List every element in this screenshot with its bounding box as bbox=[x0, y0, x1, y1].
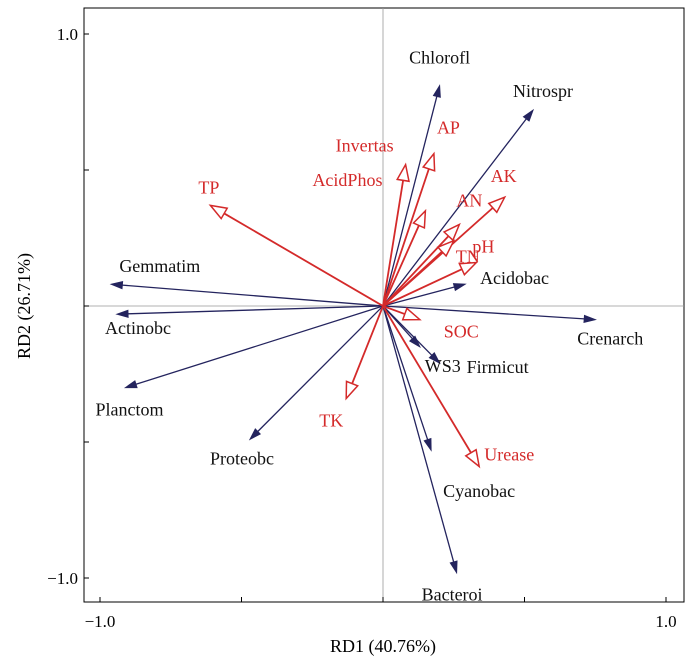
vector-label-ak: AK bbox=[491, 166, 517, 186]
vector-label-bacteroi: Bacteroi bbox=[422, 585, 483, 605]
vector-label-planctom: Planctom bbox=[95, 400, 163, 420]
vector-label-invertas: Invertas bbox=[336, 136, 394, 156]
vector-nitrospr bbox=[382, 108, 535, 307]
vector-label-tn: TN bbox=[456, 247, 480, 267]
tick-labels: −1.0 1.0 1.0 −1.0 bbox=[47, 25, 676, 631]
vector-soc bbox=[382, 305, 422, 321]
vector-arrows bbox=[109, 84, 597, 575]
vector-planctom bbox=[123, 305, 384, 389]
vector-label-firmicut: Firmicut bbox=[467, 357, 529, 377]
vector-tk bbox=[345, 305, 384, 401]
vector-tn bbox=[382, 239, 456, 307]
vector-label-urease: Urease bbox=[484, 444, 534, 464]
vector-label-ap: AP bbox=[437, 118, 460, 138]
vector-ap bbox=[382, 151, 436, 307]
vector-label-tk: TK bbox=[319, 410, 343, 430]
axis-ticks bbox=[84, 33, 667, 602]
vector-acidphos bbox=[382, 208, 427, 307]
vector-label-ws3: WS3 bbox=[425, 356, 461, 376]
vector-ws3 bbox=[382, 305, 421, 349]
vector-bacteroi bbox=[382, 305, 458, 575]
vector-label-nitrospr: Nitrospr bbox=[513, 81, 573, 101]
y-axis-title: RD2 (26.71%) bbox=[14, 253, 35, 359]
vector-label-acidobac: Acidobac bbox=[480, 268, 549, 288]
vector-chlorofl bbox=[382, 84, 441, 307]
vector-crenarch bbox=[382, 305, 597, 324]
x-tick-label: −1.0 bbox=[85, 612, 116, 631]
vector-label-an: AN bbox=[456, 190, 482, 210]
vector-label-actinobc: Actinobc bbox=[105, 318, 171, 338]
plot-frame bbox=[83, 7, 685, 603]
vector-label-proteobc: Proteobc bbox=[210, 448, 274, 468]
vector-label-ph: pH bbox=[472, 236, 494, 256]
x-axis-title: RD1 (40.76%) bbox=[330, 636, 436, 657]
vector-actinobc bbox=[115, 305, 384, 318]
vector-label-acidphos: AcidPhos bbox=[312, 170, 382, 190]
vector-invertas bbox=[382, 162, 410, 307]
vector-label-cyanobac: Cyanobac bbox=[443, 481, 515, 501]
x-tick-label: 1.0 bbox=[655, 612, 676, 631]
vector-urease bbox=[382, 305, 481, 469]
vector-label-gemmatim: Gemmatim bbox=[119, 256, 200, 276]
vector-proteobc bbox=[248, 305, 384, 441]
y-tick-label: −1.0 bbox=[47, 569, 78, 588]
vector-acidobac bbox=[382, 283, 467, 307]
vector-labels: Chlorofl Nitrospr Gemmatim Actinobc Planctom… bbox=[95, 48, 643, 605]
y-tick-label: 1.0 bbox=[57, 25, 78, 44]
vector-label-chlorofl: Chlorofl bbox=[409, 48, 470, 68]
vector-cyanobac bbox=[382, 305, 432, 452]
vector-label-soc: SOC bbox=[444, 322, 479, 342]
vector-gemmatim bbox=[109, 280, 384, 307]
vector-tp bbox=[208, 204, 384, 307]
vector-label-crenarch: Crenarch bbox=[577, 329, 643, 349]
vector-label-tp: TP bbox=[198, 177, 219, 197]
vector-ph bbox=[382, 261, 479, 307]
